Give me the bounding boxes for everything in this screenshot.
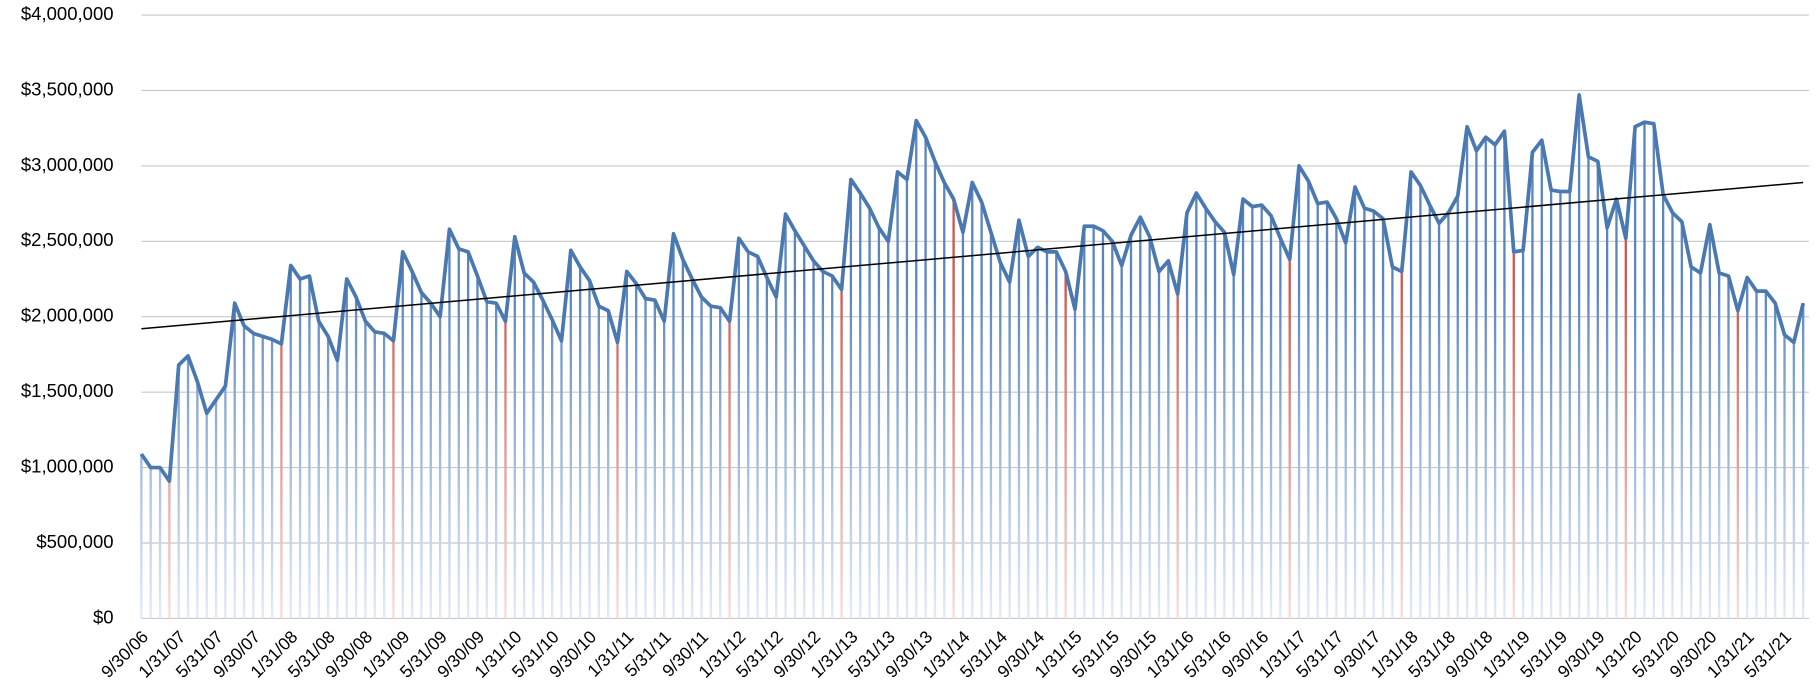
y-tick-label: $500,000 bbox=[36, 531, 113, 552]
drop-lines bbox=[140, 94, 1805, 619]
y-tick-label: $0 bbox=[93, 606, 114, 627]
y-tick-label: $4,000,000 bbox=[21, 3, 114, 24]
plot bbox=[139, 93, 1805, 483]
y-tick-label: $1,000,000 bbox=[21, 455, 114, 476]
y-tick-label: $1,500,000 bbox=[21, 380, 114, 401]
y-tick-label: $2,500,000 bbox=[21, 229, 114, 250]
y-tick-label: $3,000,000 bbox=[21, 154, 114, 175]
grid bbox=[141, 14, 1809, 619]
trend-line bbox=[141, 181, 1804, 330]
y-tick-label: $2,000,000 bbox=[21, 305, 114, 326]
line-series bbox=[139, 93, 1805, 483]
y-tick-label: $3,500,000 bbox=[21, 78, 114, 99]
